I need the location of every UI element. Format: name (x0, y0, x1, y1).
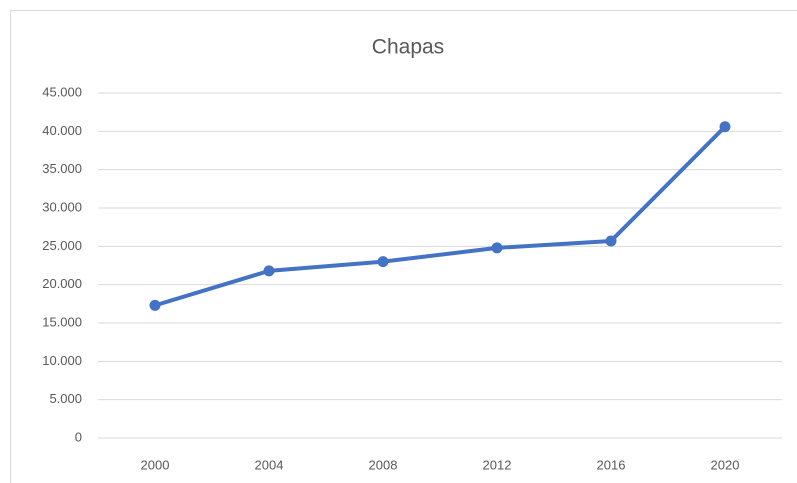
y-tick-label: 20.000 (42, 276, 82, 291)
series-marker (491, 242, 503, 254)
series-marker (149, 299, 161, 311)
y-tick-label: 40.000 (42, 123, 82, 138)
x-tick-label: 2012 (483, 457, 512, 472)
y-tick-label: 25.000 (42, 238, 82, 253)
series-marker (263, 265, 275, 277)
series-marker (719, 121, 731, 133)
series-line (153, 124, 727, 308)
y-tick-label: 15.000 (42, 314, 82, 329)
series-marker (377, 256, 389, 268)
x-tick-label: 2000 (141, 457, 170, 472)
series-marker (605, 235, 617, 247)
y-tick-label: 5.000 (49, 391, 82, 406)
x-tick-label: 2004 (255, 457, 284, 472)
y-tick-label: 45.000 (42, 84, 82, 99)
y-tick-label: 35.000 (42, 161, 82, 176)
x-tick-label: 2008 (369, 457, 398, 472)
y-tick-label: 0 (75, 429, 82, 444)
x-tick-label: 2020 (711, 457, 740, 472)
y-tick-label: 10.000 (42, 353, 82, 368)
x-tick-label: 2016 (597, 457, 626, 472)
y-tick-label: 30.000 (42, 199, 82, 214)
chart-title: Chapas (372, 36, 444, 59)
